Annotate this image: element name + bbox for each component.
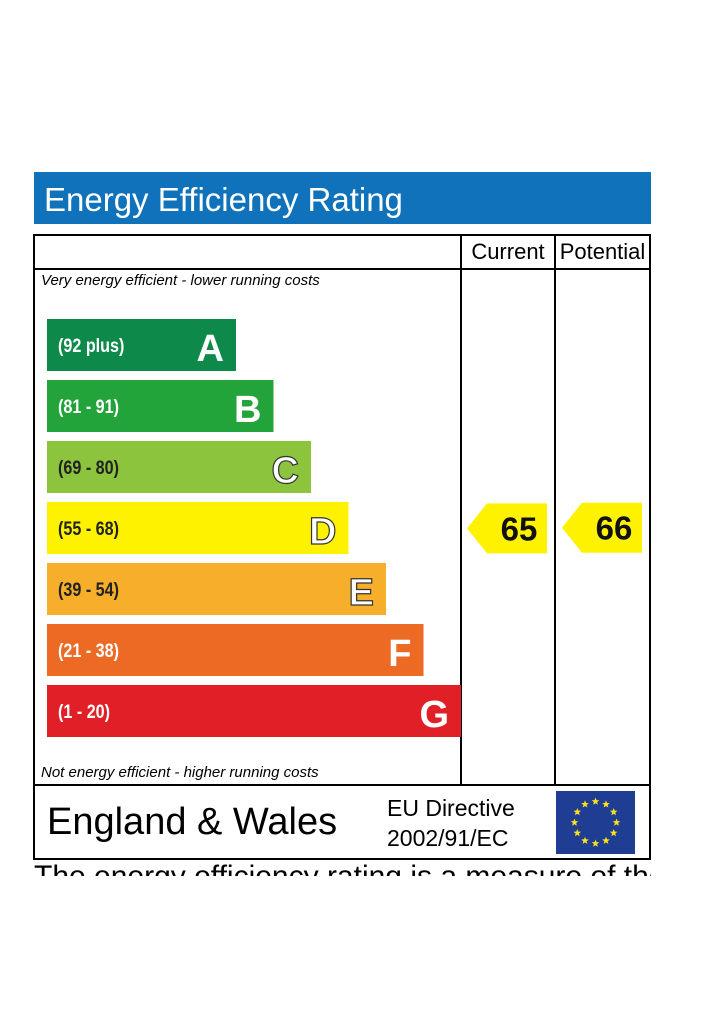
band-range-e: (39 - 54) [58, 579, 119, 601]
divider-current [460, 236, 462, 784]
band-c [47, 441, 311, 493]
band-range-g: (1 - 20) [58, 701, 110, 723]
potential-rating-arrow [562, 502, 642, 553]
eu-star-icon [591, 839, 600, 847]
eu-star-icon [573, 829, 582, 837]
band-e [47, 563, 386, 615]
title-bar: Energy Efficiency Rating [34, 172, 651, 224]
potential-column-header: Potential [559, 239, 646, 264]
eu-star-icon [609, 829, 618, 837]
band-range-c: (69 - 80) [58, 457, 119, 479]
band-letter-c: C [272, 450, 299, 492]
header-divider [35, 268, 649, 270]
directive-line-2: 2002/91/EC [387, 825, 509, 851]
eu-star-icon [602, 836, 610, 844]
current-rating-value: 65 [501, 510, 538, 547]
top-note: Very energy efficient - lower running co… [41, 272, 320, 289]
band-range-b: (81 - 91) [58, 396, 119, 418]
band-letter-a: A [197, 328, 224, 370]
rating-table: Current Potential Very energy efficient … [33, 234, 651, 786]
eu-directive: EU Directive 2002/91/EC [387, 793, 515, 853]
directive-line-1: EU Directive [387, 795, 515, 821]
band-letter-f: F [388, 633, 411, 675]
band-letter-e: E [349, 572, 374, 614]
band-letter-d: D [309, 511, 336, 553]
band-b [47, 380, 274, 432]
potential-rating-value: 66 [596, 510, 633, 547]
band-f [47, 624, 424, 676]
current-column-header: Current [471, 239, 545, 264]
current-rating-arrow [467, 503, 547, 554]
chart-title: Energy Efficiency Rating [44, 181, 403, 218]
band-range-d: (55 - 68) [58, 518, 119, 540]
eu-flag-icon [556, 791, 635, 854]
truncated-description-text: The energy efficiency rating is a measur… [34, 862, 651, 876]
eu-star-icon [573, 808, 582, 816]
divider-potential [554, 236, 556, 784]
band-d [47, 502, 349, 554]
band-a [47, 319, 236, 371]
bottom-note: Not energy efficient - higher running co… [41, 764, 319, 781]
rating-bands-chart: (92 plus) A (81 - 91) B (69 - 80) C (55 - 68) D… [47, 319, 642, 737]
eu-star-icon [609, 808, 618, 816]
country-label: England & Wales [47, 801, 338, 843]
eu-star-icon [570, 818, 579, 826]
eu-star-icon [602, 800, 610, 808]
eu-star-icon [581, 800, 589, 808]
eu-star-icon [581, 836, 589, 844]
eu-star-icon [612, 818, 621, 826]
band-range-f: (21 - 38) [58, 640, 119, 662]
band-range-a: (92 plus) [58, 335, 124, 357]
band-g [47, 685, 461, 737]
truncated-description: The energy efficiency rating is a measur… [34, 862, 651, 876]
eu-star-icon [591, 797, 600, 805]
band-letter-g: G [419, 694, 449, 736]
band-letter-b: B [234, 389, 261, 431]
footer: England & Wales EU Directive 2002/91/EC [33, 785, 651, 860]
